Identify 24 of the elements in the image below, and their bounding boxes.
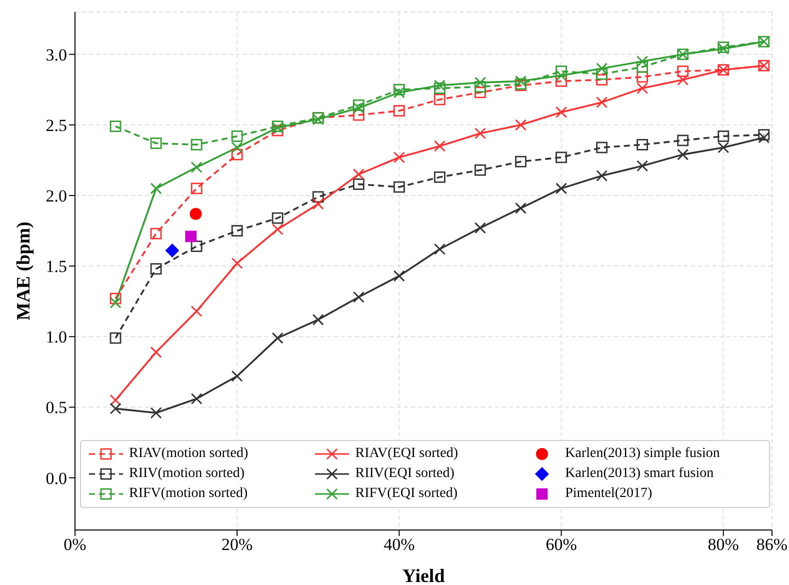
x-axis-title: Yield: [402, 566, 446, 585]
legend-label: RIFV(motion sorted): [129, 486, 248, 502]
y-tick-label: 0.0: [46, 468, 67, 488]
x-tick-label: 60%: [546, 535, 577, 554]
legend-label: RIIV(EQI sorted): [355, 466, 454, 482]
legend-label: Karlen(2013) simple fusion: [565, 446, 720, 462]
legend-label: Karlen(2013) smart fusion: [565, 466, 714, 482]
legend-label: Pimentel(2017): [565, 486, 652, 502]
x-tick-label: 86%: [756, 535, 788, 554]
legend-label: RIAV(EQI sorted): [355, 446, 458, 462]
y-tick-label: 3.0: [46, 45, 67, 64]
legend-label: RIFV(EQI sorted): [355, 486, 458, 502]
y-tick-label: 1.5: [46, 257, 67, 276]
y-tick-label: 1.0: [46, 328, 67, 347]
x-tick-label: 40%: [384, 535, 415, 554]
y-tick-label: 2.0: [46, 186, 67, 206]
legend-label: RIIV(motion sorted): [129, 466, 244, 482]
x-tick-label: 0%: [64, 535, 86, 554]
y-axis-title: MAE (bpm): [14, 222, 34, 320]
y-tick-label: 0.5: [46, 398, 67, 418]
x-tick-label: 80%: [708, 535, 739, 554]
legend-label: RIAV(motion sorted): [129, 446, 248, 462]
x-tick-label: 20%: [222, 535, 253, 554]
y-tick-label: 2.5: [46, 116, 67, 135]
